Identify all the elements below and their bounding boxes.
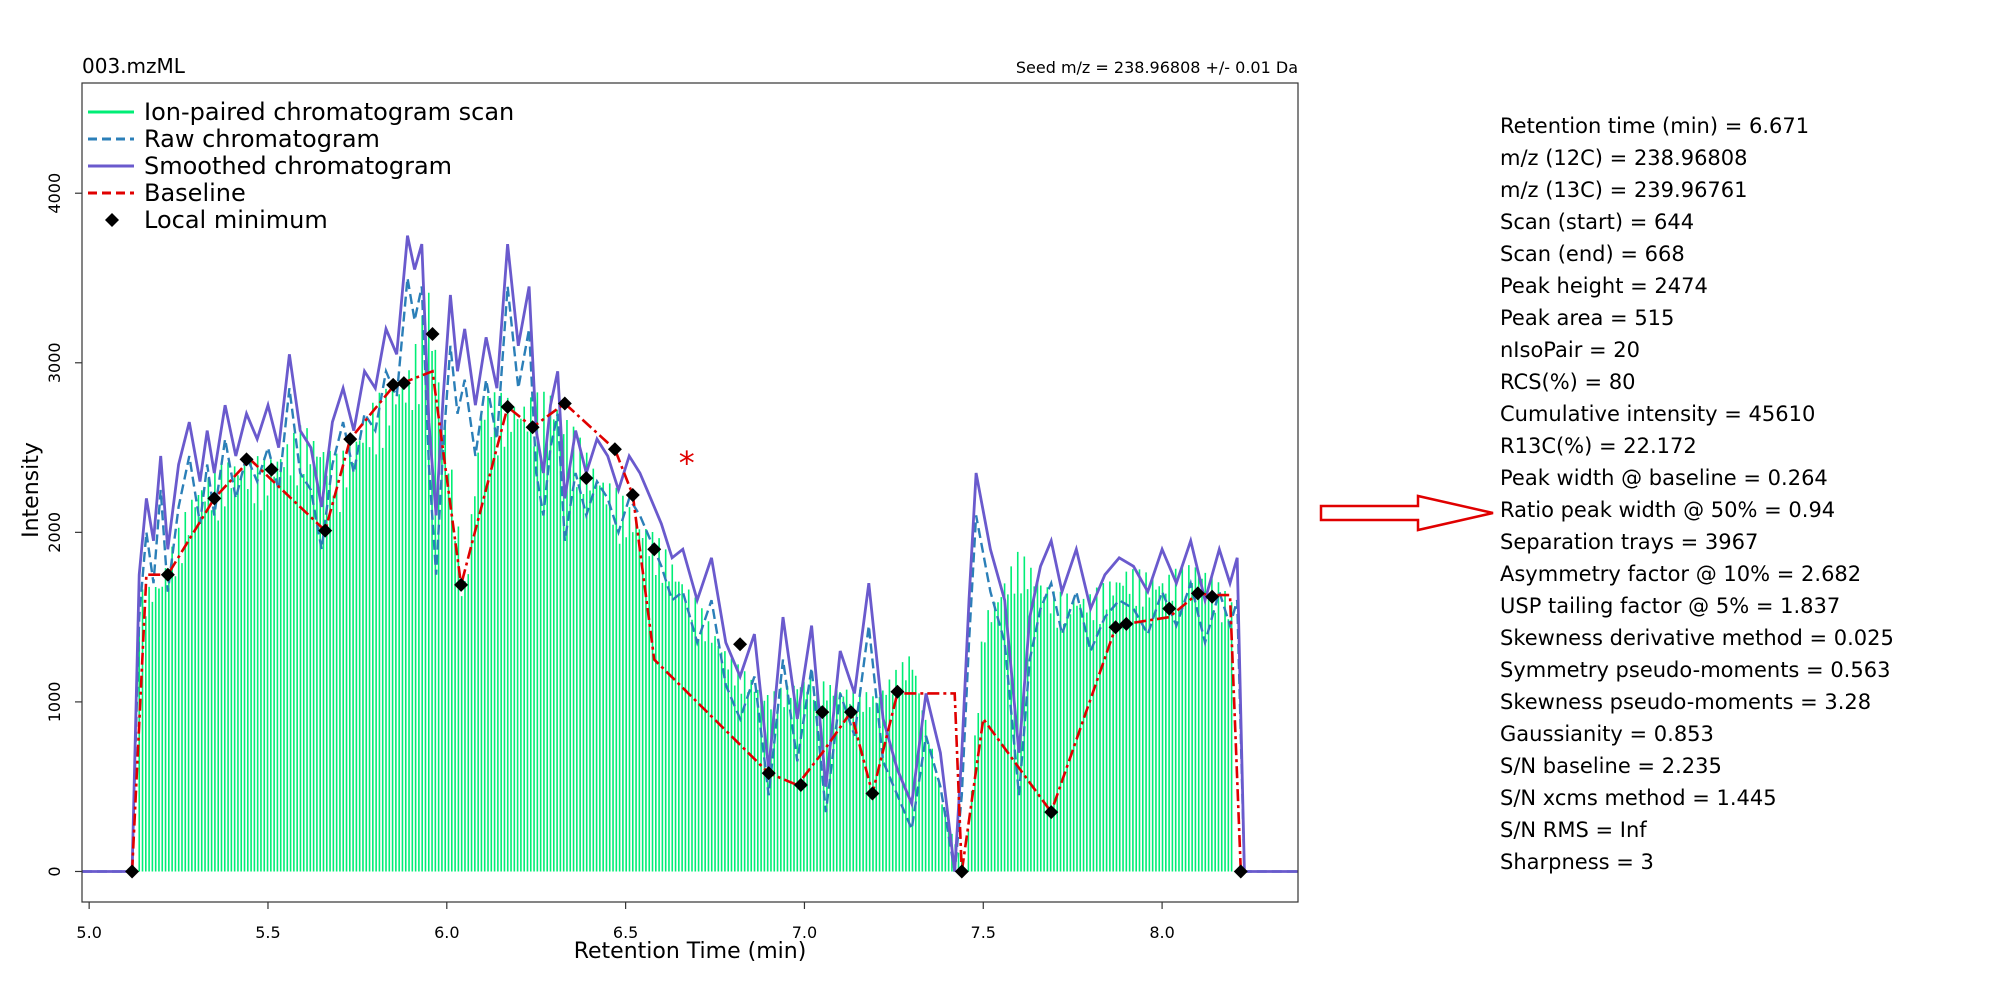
stat-sn-rms: S/N RMS = Inf xyxy=(1500,818,1647,842)
stat-skewness-pseudo-moments: Skewness pseudo-moments = 3.28 xyxy=(1500,690,1872,714)
local-minimum-point xyxy=(1119,616,1134,631)
stat-retention-time: Retention time (min) = 6.671 xyxy=(1500,114,1810,138)
series-layer xyxy=(82,235,1298,873)
local-minimum-point xyxy=(1044,805,1059,820)
baseline-line xyxy=(130,369,1243,872)
chromatogram-chart: 003.mzML Seed m/z = 238.96808 +/- 0.01 D… xyxy=(19,54,1299,964)
y-tick-label: 1000 xyxy=(45,682,64,723)
local-minimum-point xyxy=(525,420,540,435)
chart-title: 003.mzML xyxy=(82,54,186,78)
local-minimum-point xyxy=(557,396,572,411)
stat-r13c: R13C(%) = 22.172 xyxy=(1500,434,1697,458)
y-tick-label: 3000 xyxy=(45,342,64,383)
peak-apex-marker: * xyxy=(679,444,695,482)
x-tick-label: 5.0 xyxy=(76,923,101,942)
local-minimum-point xyxy=(843,705,858,720)
stat-usp-tailing: USP tailing factor @ 5% = 1.837 xyxy=(1500,594,1841,618)
local-minimum-point xyxy=(454,577,469,592)
local-minimum-point xyxy=(579,471,594,486)
x-tick-label: 7.5 xyxy=(971,923,996,942)
stat-peak-height: Peak height = 2474 xyxy=(1500,274,1708,298)
local-minimum-point xyxy=(386,377,401,392)
stat-sharpness: Sharpness = 3 xyxy=(1500,850,1654,874)
raw-chromatogram-line xyxy=(82,277,1298,873)
stat-peak-area: Peak area = 515 xyxy=(1500,306,1675,330)
legend-local-minimum-swatch xyxy=(105,213,119,227)
chart-subtitle: Seed m/z = 238.96808 +/- 0.01 Da xyxy=(1016,58,1298,77)
stat-sn-baseline: S/N baseline = 2.235 xyxy=(1500,754,1722,778)
stat-mz-12c: m/z (12C) = 238.96808 xyxy=(1500,146,1748,170)
local-minimum-point xyxy=(425,326,440,341)
local-minimum-point xyxy=(500,399,515,414)
y-tick-label: 0 xyxy=(45,866,64,876)
stat-skewness-derivative: Skewness derivative method = 0.025 xyxy=(1500,626,1894,650)
stat-cumulative-intensity: Cumulative intensity = 45610 xyxy=(1500,402,1816,426)
local-minimum-point xyxy=(793,778,808,792)
stat-gaussianity: Gaussianity = 0.853 xyxy=(1500,722,1714,746)
legend-ion-paired-chromatogram-scan-label: Ion-paired chromatogram scan xyxy=(144,98,514,126)
local-minimum-point xyxy=(890,684,905,699)
local-minimum-point xyxy=(1233,864,1248,879)
local-minimum-point xyxy=(396,376,411,391)
legend-baseline-label: Baseline xyxy=(144,179,246,207)
x-tick-label: 8.0 xyxy=(1149,923,1174,942)
x-tick-label: 7.0 xyxy=(792,923,817,942)
arrow-pointer-icon xyxy=(1319,494,1494,532)
local-minimum-point xyxy=(239,452,254,467)
x-axis-label: Retention Time (min) xyxy=(574,939,807,964)
stat-asymmetry-factor: Asymmetry factor @ 10% = 2.682 xyxy=(1500,562,1862,586)
ion-paired-scan-lines xyxy=(138,292,1233,872)
x-tick-label: 6.5 xyxy=(613,923,638,942)
axes-layer: 5.0 5.5 6.0 6.5 7.0 7.5 8.0 0 1000 2000 3000 4000 xyxy=(45,82,1299,942)
stat-nisopair: nIsoPair = 20 xyxy=(1500,338,1641,362)
legend-smoothed-chromatogram-label: Smoothed chromatogram xyxy=(144,152,452,180)
local-minimum-point xyxy=(1190,586,1205,601)
stat-mz-13c: m/z (13C) = 239.96761 xyxy=(1500,178,1748,202)
legend-raw-chromatogram-label: Raw chromatogram xyxy=(144,125,380,153)
local-minimum-point xyxy=(125,864,140,879)
local-minimum-point xyxy=(1162,601,1177,616)
legend-local-minimum-label: Local minimum xyxy=(144,206,328,234)
x-tick-label: 6.0 xyxy=(434,923,459,942)
local-minimum-point xyxy=(207,491,222,506)
local-minimum-point xyxy=(865,786,880,801)
local-minimum-point xyxy=(815,705,830,720)
local-minimum-point xyxy=(607,442,622,457)
local-minimum-point xyxy=(264,462,279,477)
x-tick-label: 5.5 xyxy=(255,923,280,942)
local-minimum-point xyxy=(1205,589,1220,604)
y-tick-label: 4000 xyxy=(45,173,64,214)
local-minimum-point xyxy=(647,542,662,557)
stat-peak-width-baseline: Peak width @ baseline = 0.264 xyxy=(1500,466,1828,490)
local-minimum-point xyxy=(1108,620,1123,635)
smoothed-chromatogram-line xyxy=(82,235,1298,873)
stat-separation-trays: Separation trays = 3967 xyxy=(1500,530,1759,554)
stat-sn-xcms: S/N xcms method = 1.445 xyxy=(1500,786,1777,810)
local-minimum-point xyxy=(954,864,969,879)
local-minimum-point xyxy=(625,488,640,503)
local-minimum-point xyxy=(318,523,333,538)
local-minimum-point xyxy=(343,432,358,447)
local-minimum-point xyxy=(160,567,175,582)
stat-symmetry-pseudo-moments: Symmetry pseudo-moments = 0.563 xyxy=(1500,658,1891,682)
local-minima-layer xyxy=(125,326,1248,879)
peak-statistics-list: Retention time (min) = 6.671 m/z (12C) =… xyxy=(1500,110,1894,878)
local-minimum-point xyxy=(761,766,776,781)
y-axis-label: Intensity xyxy=(19,442,44,538)
plot-frame xyxy=(81,82,1299,903)
stat-rcs: RCS(%) = 80 xyxy=(1500,370,1636,394)
local-minimum-point xyxy=(733,637,748,652)
stat-scan-end: Scan (end) = 668 xyxy=(1500,242,1685,266)
y-tick-label: 2000 xyxy=(45,512,64,553)
stat-ratio-peak-width: Ratio peak width @ 50% = 0.94 xyxy=(1500,498,1836,522)
stat-scan-start: Scan (start) = 644 xyxy=(1500,210,1695,234)
